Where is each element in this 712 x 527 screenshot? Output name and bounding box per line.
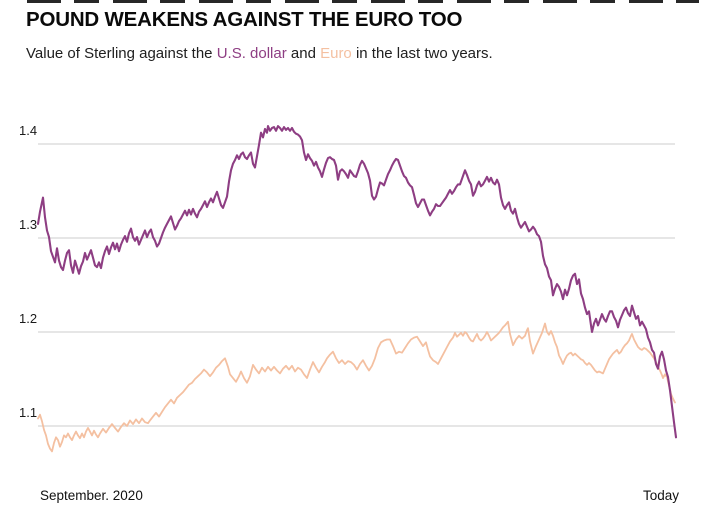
usd-legend-inline: U.S. dollar bbox=[216, 45, 287, 62]
y-tick-label: 1.2 bbox=[19, 311, 38, 326]
page-title: POUND WEAKENS AGAINST THE EURO TOO bbox=[26, 8, 463, 31]
x-axis-start-label: September. 2020 bbox=[40, 488, 143, 503]
usd-line bbox=[36, 125, 678, 439]
y-tick-label: 1.4 bbox=[19, 123, 38, 138]
y-tick-label: 1.1 bbox=[19, 405, 38, 420]
x-axis-end-label: Today bbox=[642, 488, 679, 503]
cropped-text-above bbox=[27, 0, 699, 3]
euro-line bbox=[37, 320, 676, 453]
y-tick-label: 1.3 bbox=[19, 217, 38, 232]
chart-subtitle: Value of Sterling against the U.S. dolla… bbox=[26, 45, 493, 62]
subtitle-text-mid: and bbox=[286, 45, 321, 62]
euro-legend-inline: Euro bbox=[320, 45, 352, 62]
subtitle-text-after: in the last two years. bbox=[351, 45, 493, 62]
subtitle-text-before: Value of Sterling against the bbox=[26, 45, 217, 62]
